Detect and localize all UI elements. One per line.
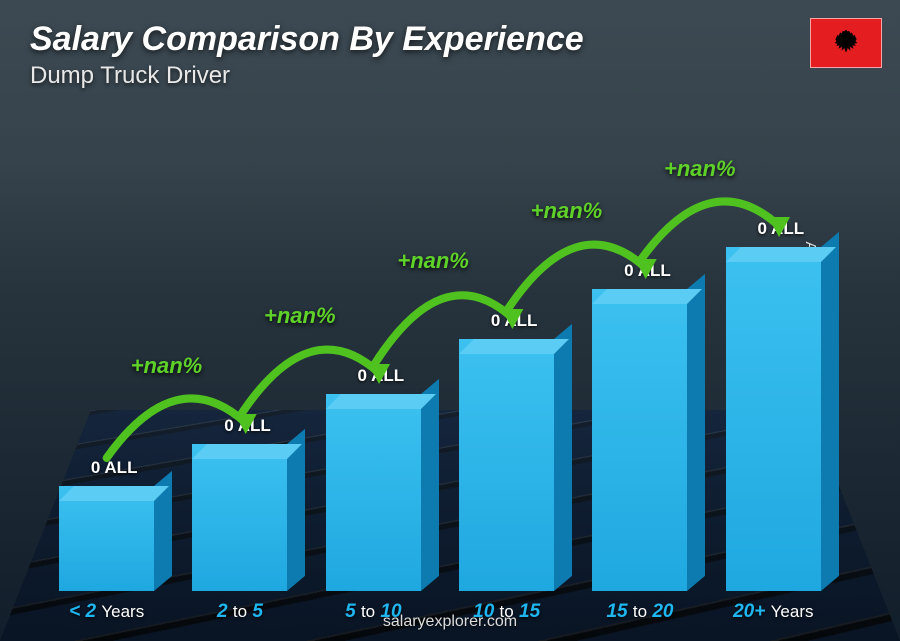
bar-top [592,289,702,304]
increase-label: +nan% [264,303,336,329]
bar-top [59,486,169,501]
increase-label: +nan% [664,156,736,182]
bar: 0 ALL [726,247,821,591]
bar: 0 ALL [192,444,287,591]
bar-value-label: 0 ALL [54,458,174,478]
bar: 0 ALL [459,339,554,591]
bar: 0 ALL [592,289,687,591]
bar-front [59,486,154,591]
chart-subtitle: Dump Truck Driver [30,62,230,90]
increase-label: +nan% [397,248,469,274]
bar-group: 0 ALL2 to 5 [175,444,305,591]
bar-group: 0 ALL10 to 15 [442,339,572,591]
increase-label: +nan% [531,198,603,224]
bar-side [421,379,439,591]
bar-group: 0 ALL< 2 Years [42,486,172,591]
bar-front [726,247,821,591]
bar-front [592,289,687,591]
bar-side [821,232,839,591]
bar-value-label: 0 ALL [321,366,441,386]
chart-container: Salary Comparison By Experience Dump Tru… [0,0,900,641]
increase-label: +nan% [131,353,203,379]
bar-side [554,324,572,591]
bar-front [326,394,421,591]
bar-top [726,247,836,262]
bar-value-label: 0 ALL [187,416,307,436]
bar-side [687,274,705,591]
bar-top [459,339,569,354]
bar: 0 ALL [59,486,154,591]
bar-top [326,394,436,409]
bar-front [192,444,287,591]
bar-group: 0 ALL20+ Years [708,247,838,591]
bar-value-label: 0 ALL [587,261,707,281]
bar-top [192,444,302,459]
bar-front [459,339,554,591]
eagle-emblem-icon [827,24,865,62]
bar-value-label: 0 ALL [454,311,574,331]
bar: 0 ALL [326,394,421,591]
country-flag-albania [810,18,882,68]
bar-value-label: 0 ALL [721,219,841,239]
bar-group: 0 ALL5 to 10 [308,394,438,591]
footer-attribution: salaryexplorer.com [0,613,900,631]
bar-group: 0 ALL15 to 20 [575,289,705,591]
bar-chart: 0 ALL< 2 Years0 ALL2 to 50 ALL5 to 100 A… [40,121,840,591]
chart-title: Salary Comparison By Experience [30,20,584,59]
